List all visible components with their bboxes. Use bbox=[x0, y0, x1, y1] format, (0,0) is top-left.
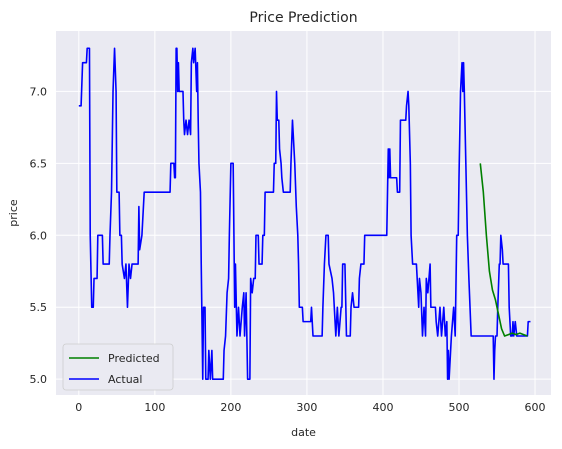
series-line-actual bbox=[78, 47, 531, 380]
plot-area bbox=[56, 31, 551, 395]
series-layer bbox=[78, 47, 531, 380]
y-tick-label: 7.0 bbox=[30, 85, 48, 98]
y-tick-label: 6.0 bbox=[30, 229, 48, 242]
x-tick-label: 600 bbox=[525, 401, 546, 414]
legend: Predicted Actual bbox=[62, 343, 174, 391]
y-tick-label: 6.5 bbox=[30, 157, 48, 170]
legend-label-actual: Actual bbox=[108, 373, 142, 386]
series-line-predicted bbox=[479, 163, 528, 337]
x-tick-label: 300 bbox=[296, 401, 317, 414]
legend-label-predicted: Predicted bbox=[108, 352, 160, 365]
chart-title: Price Prediction bbox=[249, 10, 357, 26]
x-tick-label: 400 bbox=[372, 401, 393, 414]
x-tick-label: 500 bbox=[448, 401, 469, 414]
y-tick-label: 5.0 bbox=[30, 373, 48, 386]
tick-labels: 0 100 200 300 400 500 600 5.0 5.5 6.0 6.5 7.0 bbox=[30, 85, 546, 414]
x-tick-label: 200 bbox=[220, 401, 241, 414]
y-tick-label: 5.5 bbox=[30, 301, 48, 314]
x-axis-label: date bbox=[291, 426, 316, 439]
x-tick-label: 100 bbox=[144, 401, 165, 414]
y-axis-label: price bbox=[7, 199, 20, 227]
x-tick-label: 0 bbox=[75, 401, 82, 414]
